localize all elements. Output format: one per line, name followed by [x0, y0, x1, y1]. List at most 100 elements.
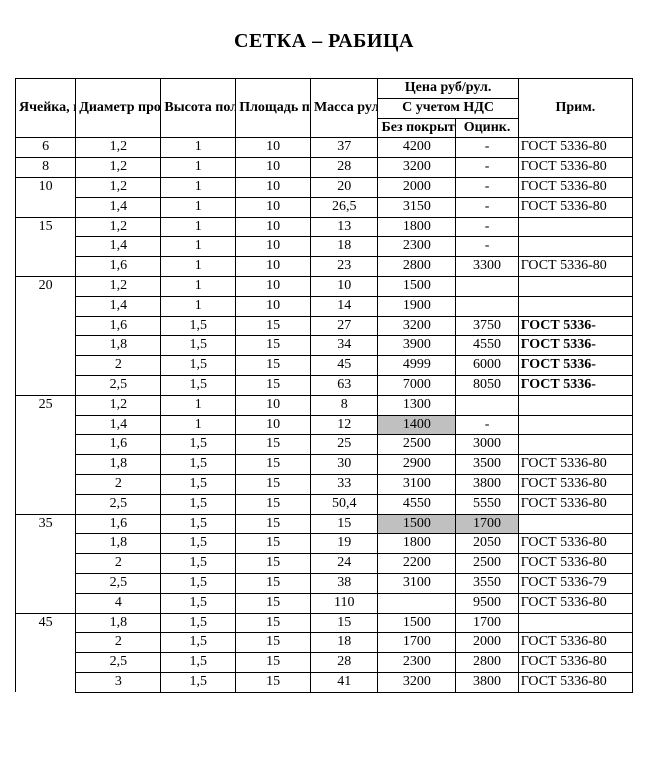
- cell-area: 15: [236, 356, 311, 376]
- cell-price-zinc: -: [456, 177, 518, 197]
- cell-diameter: 2: [76, 633, 161, 653]
- cell-diameter: 2,5: [76, 573, 161, 593]
- cell-mass: 30: [310, 455, 378, 475]
- cell-note: ГОСТ 5336-: [518, 356, 632, 376]
- cell-price-zinc: 1700: [456, 613, 518, 633]
- table-row: 1,411026,53150-ГОСТ 5336-80: [16, 197, 633, 217]
- cell-height: 1,5: [161, 593, 236, 613]
- cell-height: 1,5: [161, 336, 236, 356]
- cell-height: 1,5: [161, 653, 236, 673]
- cell-height: 1,5: [161, 435, 236, 455]
- cell-diameter: 1,2: [76, 276, 161, 296]
- cell-mass: 50,4: [310, 494, 378, 514]
- cell-price-plain: 1300: [378, 395, 456, 415]
- cell-mesh: 8: [16, 158, 76, 178]
- cell-note: ГОСТ 5336-80: [518, 633, 632, 653]
- table-row: 41,5151109500ГОСТ 5336-80: [16, 593, 633, 613]
- cell-mass: 8: [310, 395, 378, 415]
- cell-note: [518, 514, 632, 534]
- cell-mesh: 6: [16, 138, 76, 158]
- cell-diameter: 1,2: [76, 138, 161, 158]
- cell-price-plain: 2000: [378, 177, 456, 197]
- cell-diameter: 2: [76, 356, 161, 376]
- cell-price-zinc: -: [456, 415, 518, 435]
- table-row: 21,5151817002000ГОСТ 5336-80: [16, 633, 633, 653]
- cell-mass: 27: [310, 316, 378, 336]
- cell-mesh: 10: [16, 177, 76, 217]
- cell-diameter: 1,6: [76, 316, 161, 336]
- cell-price-plain: 2900: [378, 455, 456, 475]
- cell-price-zinc: [456, 395, 518, 415]
- cell-note: ГОСТ 5336-80: [518, 554, 632, 574]
- table-row: 1,81,5153439004550ГОСТ 5336-: [16, 336, 633, 356]
- cell-price-zinc: -: [456, 158, 518, 178]
- cell-area: 15: [236, 435, 311, 455]
- table-row: 1,81,5153029003500ГОСТ 5336-80: [16, 455, 633, 475]
- cell-price-zinc: 2050: [456, 534, 518, 554]
- cell-mass: 14: [310, 296, 378, 316]
- table-row: 21,5153331003800ГОСТ 5336-80: [16, 474, 633, 494]
- cell-mass: 28: [310, 158, 378, 178]
- th-mass: Масса рулона, кг.: [310, 79, 378, 138]
- cell-area: 10: [236, 395, 311, 415]
- cell-diameter: 1,6: [76, 514, 161, 534]
- cell-area: 15: [236, 474, 311, 494]
- th-area: Площадь полотна, м²: [236, 79, 311, 138]
- cell-diameter: 2,5: [76, 494, 161, 514]
- cell-height: 1,5: [161, 455, 236, 475]
- cell-note: [518, 296, 632, 316]
- table-row: 351,61,5151515001700: [16, 514, 633, 534]
- cell-area: 15: [236, 554, 311, 574]
- cell-area: 10: [236, 257, 311, 277]
- table-row: 1,4110182300-: [16, 237, 633, 257]
- cell-area: 10: [236, 177, 311, 197]
- cell-area: 15: [236, 534, 311, 554]
- cell-price-zinc: 2000: [456, 633, 518, 653]
- cell-diameter: 1,2: [76, 158, 161, 178]
- cell-mass: 24: [310, 554, 378, 574]
- cell-diameter: 1,6: [76, 257, 161, 277]
- cell-note: ГОСТ 5336-: [518, 375, 632, 395]
- cell-price-plain: 7000: [378, 375, 456, 395]
- cell-height: 1,5: [161, 613, 236, 633]
- cell-diameter: 2,5: [76, 653, 161, 673]
- cell-note: ГОСТ 5336-80: [518, 494, 632, 514]
- cell-price-plain: 2200: [378, 554, 456, 574]
- table-row: 151,2110131800-: [16, 217, 633, 237]
- cell-price-plain: 2300: [378, 237, 456, 257]
- cell-diameter: 4: [76, 593, 161, 613]
- cell-mass: 15: [310, 514, 378, 534]
- cell-height: 1,5: [161, 375, 236, 395]
- table-row: 1,4110121400-: [16, 415, 633, 435]
- cell-area: 15: [236, 514, 311, 534]
- cell-price-plain: 3100: [378, 573, 456, 593]
- cell-mass: 19: [310, 534, 378, 554]
- cell-diameter: 1,8: [76, 336, 161, 356]
- table-row: 1,4110141900: [16, 296, 633, 316]
- cell-diameter: 1,8: [76, 534, 161, 554]
- cell-price-zinc: 2500: [456, 554, 518, 574]
- cell-price-plain: 3200: [378, 316, 456, 336]
- cell-area: 15: [236, 336, 311, 356]
- cell-mass: 25: [310, 435, 378, 455]
- cell-mass: 41: [310, 672, 378, 692]
- cell-mass: 34: [310, 336, 378, 356]
- cell-price-plain: 1800: [378, 217, 456, 237]
- cell-price-plain: 2300: [378, 653, 456, 673]
- cell-mass: 63: [310, 375, 378, 395]
- table-row: 2,51,5152823002800ГОСТ 5336-80: [16, 653, 633, 673]
- cell-note: ГОСТ 5336-80: [518, 197, 632, 217]
- cell-note: ГОСТ 5336-: [518, 336, 632, 356]
- cell-price-zinc: 1700: [456, 514, 518, 534]
- table-row: 451,81,5151515001700: [16, 613, 633, 633]
- cell-mass: 15: [310, 613, 378, 633]
- cell-price-zinc: 3300: [456, 257, 518, 277]
- cell-height: 1,5: [161, 514, 236, 534]
- cell-diameter: 3: [76, 672, 161, 692]
- cell-mass: 38: [310, 573, 378, 593]
- cell-note: ГОСТ 5336-80: [518, 672, 632, 692]
- cell-height: 1: [161, 395, 236, 415]
- cell-height: 1,5: [161, 474, 236, 494]
- cell-price-zinc: 8050: [456, 375, 518, 395]
- cell-price-zinc: 9500: [456, 593, 518, 613]
